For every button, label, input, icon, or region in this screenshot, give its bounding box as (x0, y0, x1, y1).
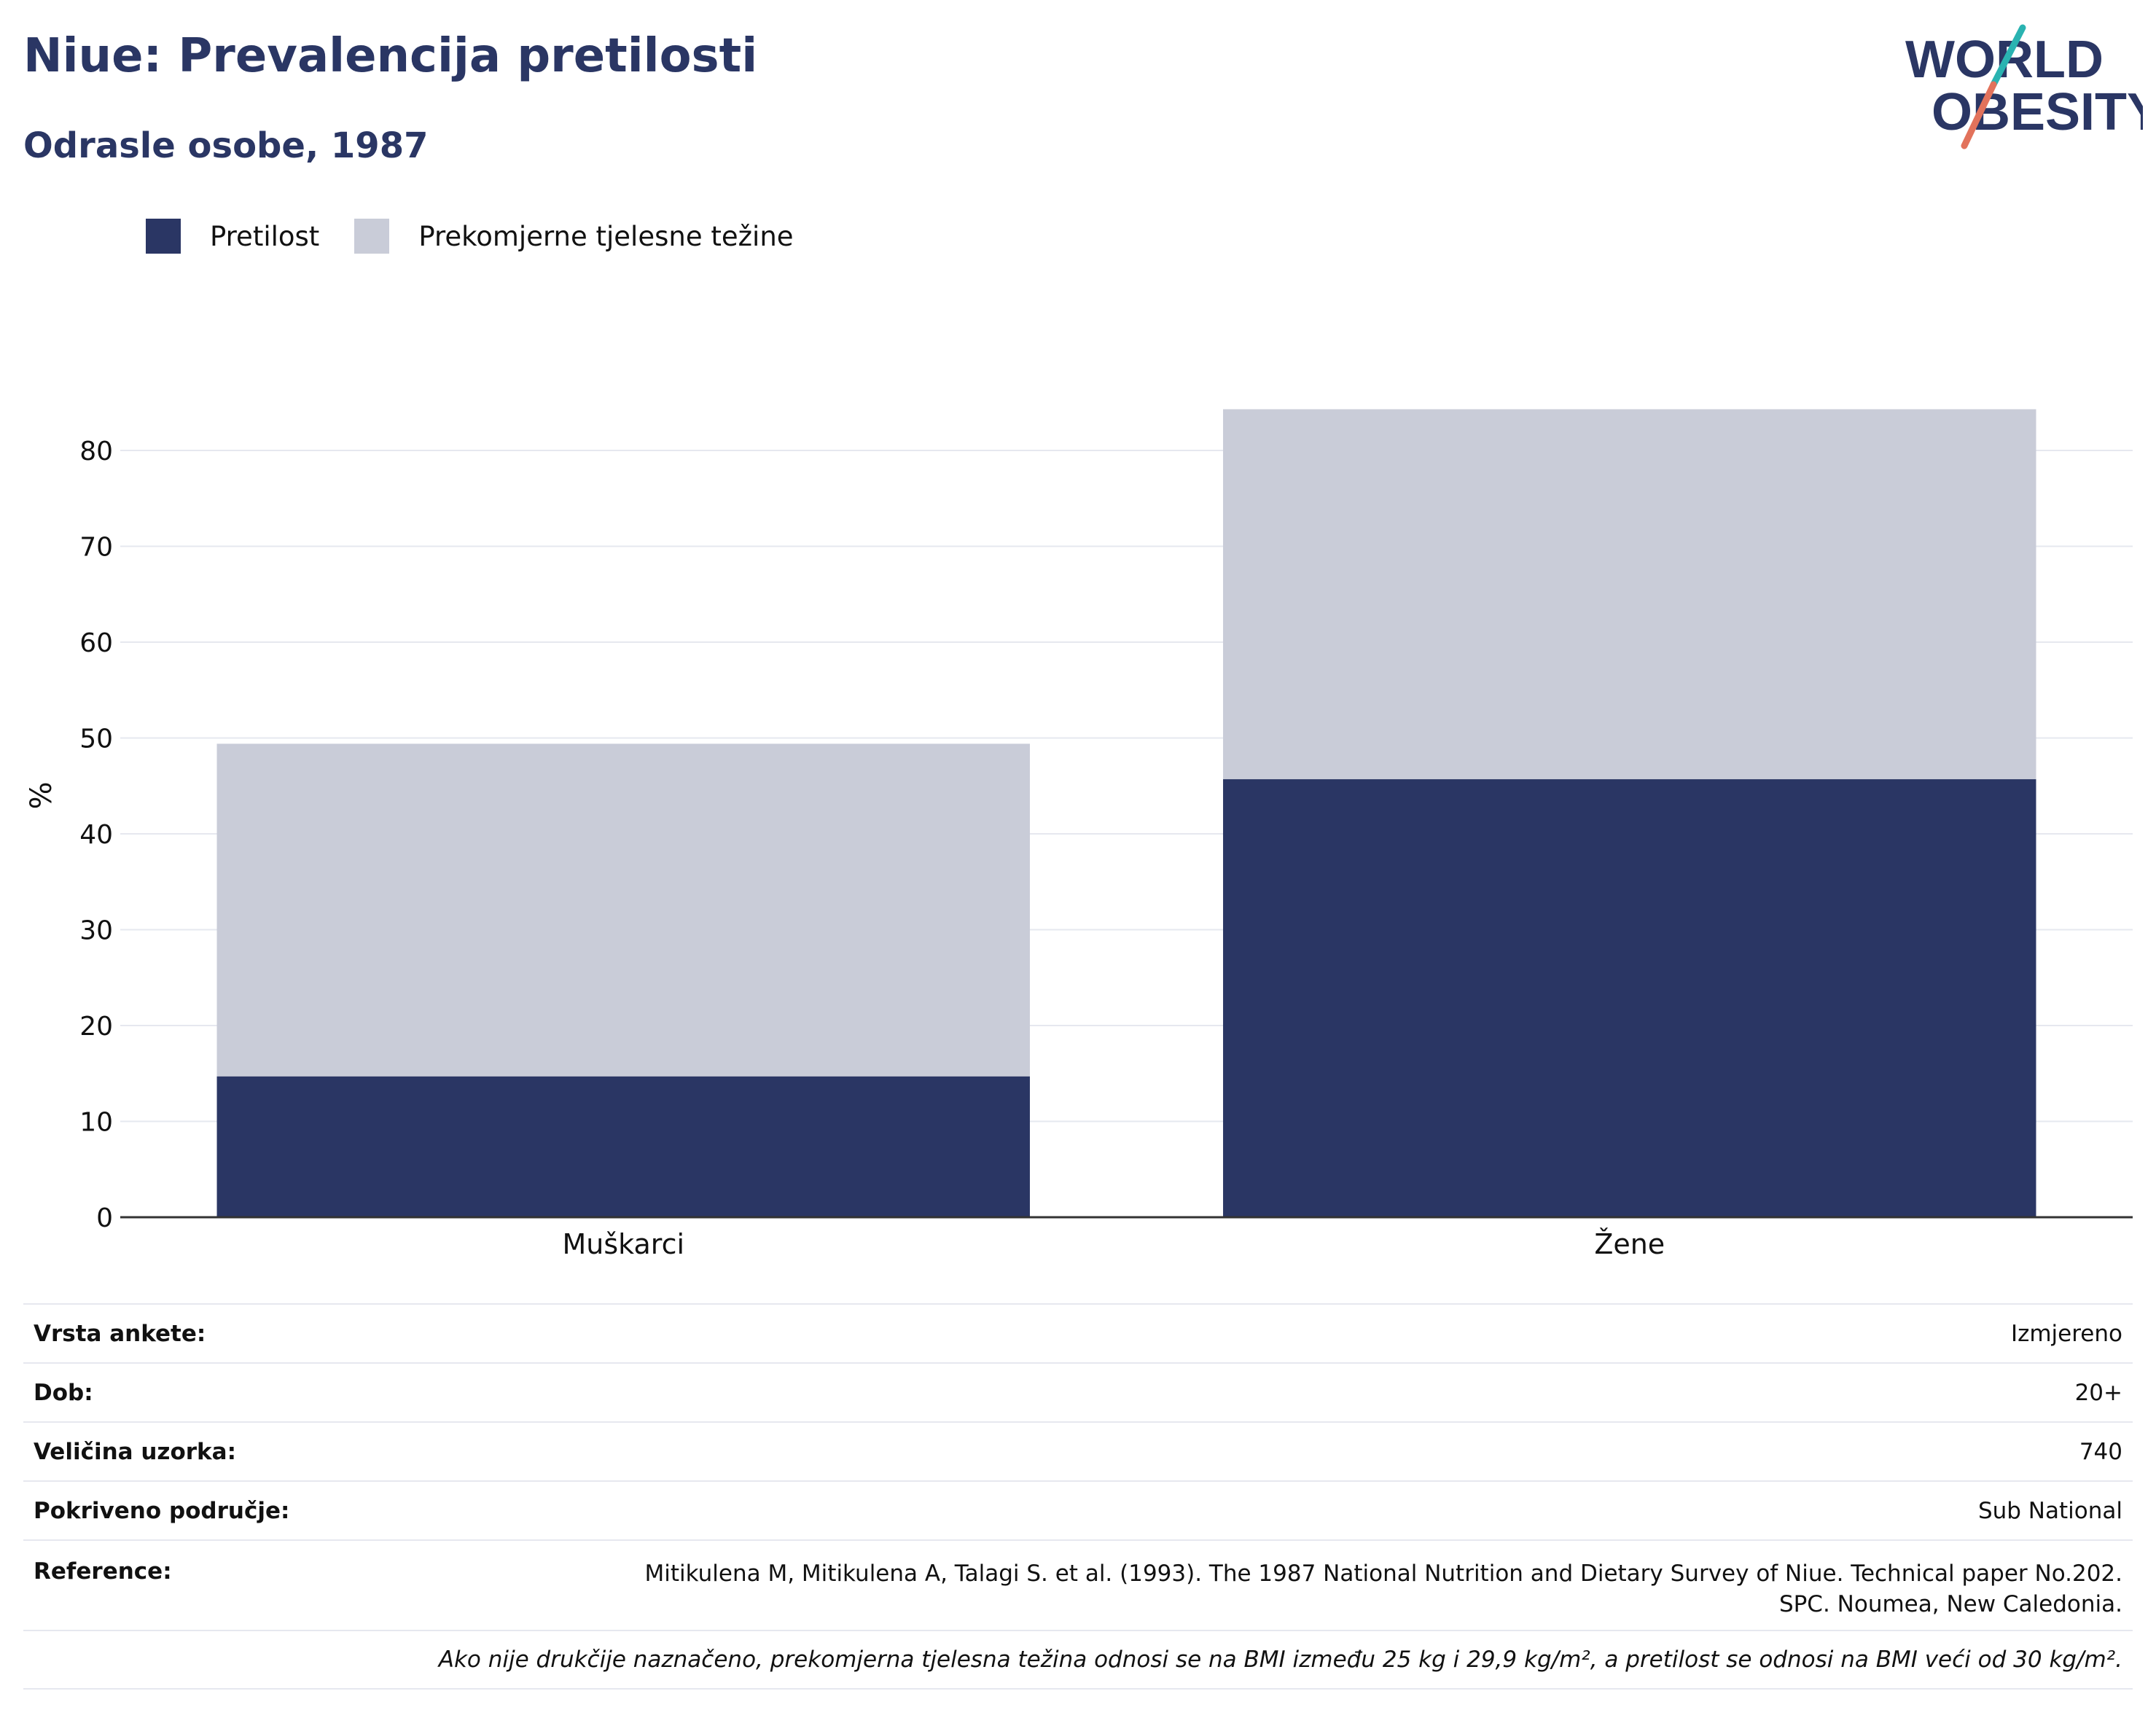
y-tick-label: 50 (79, 725, 113, 754)
info-value: 740 (2079, 1438, 2122, 1465)
reference-text: Mitikulena M, Mitikulena A, Talagi S. et… (645, 1558, 2122, 1620)
legend-item-overweight[interactable]: Prekomjerne tjelesne težine (354, 219, 794, 254)
x-tick-label: Žene (1594, 1228, 1665, 1260)
chart-legend: Pretilost Prekomjerne tjelesne težine (146, 217, 829, 255)
info-row-sample-size: Veličina uzorka: 740 (23, 1421, 2133, 1480)
bar-obesity (1223, 779, 2036, 1217)
x-tick-label: Muškarci (562, 1228, 684, 1260)
world-obesity-logo: WORLD OBESITY (1905, 24, 2143, 149)
bar-chart: 0 10 20 30 40 50 60 70 80% Muškarci Žene (25, 409, 2133, 1260)
reference-line-1: Mitikulena M, Mitikulena A, Talagi S. et… (644, 1561, 2122, 1587)
y-tick-label: 10 (79, 1108, 113, 1138)
info-label: Vrsta ankete: (34, 1320, 206, 1347)
y-axis-label: % (25, 781, 58, 809)
definition-note: Ako nije drukčije naznačeno, prekomjerna… (23, 1630, 2133, 1690)
survey-info-table: Vrsta ankete: Izmjereno Dob: 20+ Veličin… (23, 1303, 2133, 1690)
bar-obesity (216, 1076, 1030, 1217)
info-label: Dob: (34, 1379, 93, 1406)
logo-word-obesity: OBESITY (1932, 83, 2143, 141)
info-label: Veličina uzorka: (34, 1438, 236, 1465)
info-row-age: Dob: 20+ (23, 1362, 2133, 1421)
legend-item-obesity[interactable]: Pretilost (146, 219, 319, 254)
info-row-coverage: Pokriveno područje: Sub National (23, 1480, 2133, 1539)
info-value: 20+ (2074, 1379, 2122, 1406)
legend-label-overweight: Prekomjerne tjelesne težine (418, 220, 794, 252)
legend-swatch-overweight (354, 219, 390, 254)
y-tick-label: 70 (79, 533, 113, 563)
info-row-survey-type: Vrsta ankete: Izmjereno (23, 1303, 2133, 1362)
y-tick-label: 30 (79, 916, 113, 946)
chart-title: Niue: Prevalencija pretilosti (23, 29, 758, 83)
y-tick-label: 80 (79, 437, 113, 466)
bar-overweight (1223, 409, 2036, 780)
legend-swatch-obesity (146, 219, 181, 254)
y-tick-label: 40 (79, 820, 113, 850)
legend-label-obesity: Pretilost (210, 220, 320, 252)
bar-overweight (216, 743, 1030, 1077)
info-value: Sub National (1977, 1497, 2122, 1524)
info-label: Reference: (34, 1558, 172, 1585)
info-label: Pokriveno područje: (34, 1497, 290, 1524)
chart-subtitle: Odrasle osobe, 1987 (23, 125, 429, 166)
y-tick-label: 20 (79, 1012, 113, 1042)
y-tick-label: 60 (79, 628, 113, 658)
info-row-reference: Reference: Mitikulena M, Mitikulena A, T… (23, 1539, 2133, 1630)
y-tick-label: 0 (96, 1203, 113, 1233)
info-value: Izmjereno (2010, 1320, 2122, 1347)
reference-line-2: SPC. Noumea, New Caledonia. (1778, 1591, 2122, 1617)
